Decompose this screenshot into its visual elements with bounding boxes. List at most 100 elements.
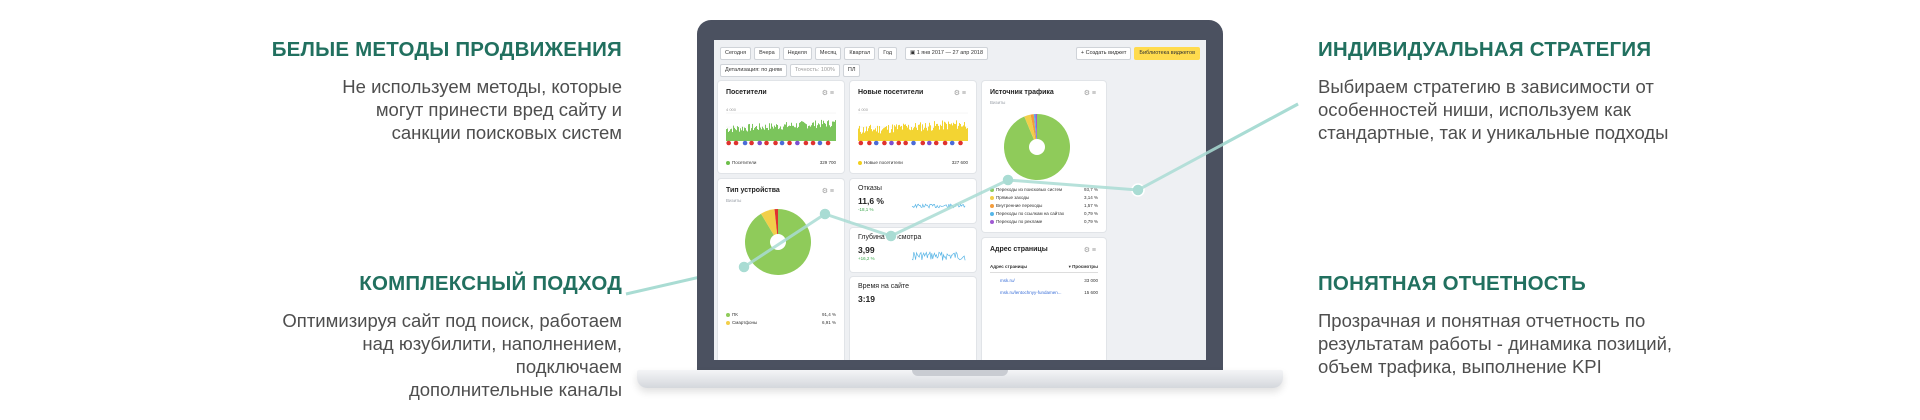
bar [749, 123, 750, 141]
table-row-url[interactable]: msk.ru/ [1000, 278, 1015, 283]
bar [887, 129, 888, 141]
date-range-picker[interactable]: ▣ 1 янв 2017 — 27 апр 2018 [904, 47, 989, 60]
bar [769, 123, 770, 141]
bar [762, 126, 763, 141]
widget-library-button[interactable]: Библиотека виджетов [1134, 47, 1200, 60]
settings-icon[interactable]: ⚙ ≡ [953, 90, 966, 97]
bar [756, 125, 757, 141]
bar [788, 126, 789, 141]
period-month[interactable]: Месяц [814, 47, 842, 60]
detail-select[interactable]: Детализация: по дням [720, 64, 787, 77]
new-visitors-widget[interactable]: Новые посетители ⚙ ≡ 4 000 Новые посетит… [850, 81, 976, 173]
calendar-icon: ▣ [909, 50, 917, 56]
settings-icon[interactable]: ⚙ ≡ [821, 90, 834, 97]
legend-label: ПК [732, 312, 738, 317]
segment-select[interactable]: ПЛ [842, 64, 861, 77]
bar [951, 123, 952, 141]
period-yesterday[interactable]: Вчера [754, 47, 780, 60]
bar [793, 125, 794, 141]
bar [893, 132, 894, 141]
bar [938, 125, 939, 141]
period-quarter[interactable]: Квартал [844, 47, 876, 60]
event-marker [803, 140, 809, 146]
bar [924, 127, 925, 141]
time-on-site-widget[interactable]: Время на сайте 3:19 [850, 277, 976, 360]
bar [928, 126, 929, 141]
bar [820, 127, 821, 141]
bar [779, 128, 780, 141]
event-marker [882, 140, 887, 146]
depth-widget[interactable]: Глубина просмотра 3,99 +16,2 % [850, 228, 976, 272]
traffic-source-widget[interactable]: Источник трафика Визиты ⚙ ≡ Переходы из … [982, 81, 1106, 232]
event-marker [933, 140, 939, 146]
widget-title: Посетители [726, 89, 767, 96]
bounce-widget[interactable]: Отказы 11,6 % -18,1 % [850, 179, 976, 223]
bar [750, 130, 751, 141]
bar [761, 129, 762, 141]
visitors-bars [726, 119, 836, 141]
bar [798, 126, 799, 141]
create-widget-button[interactable]: + Создать виджет [1075, 47, 1132, 60]
filters-toolbar: Детализация: по дням Точность: 100% ПЛ [720, 64, 861, 77]
bar [767, 127, 768, 141]
feature-title: БЕЛЫЕ МЕТОДЫ ПРОДВИЖЕНИЯ [271, 38, 622, 61]
new-visitors-total: 327 600 [951, 160, 968, 165]
bar [929, 122, 930, 141]
period-today[interactable]: Сегодня [720, 47, 752, 60]
legend-label: Прямые заходы [996, 195, 1030, 200]
bar [797, 128, 798, 141]
device-type-widget[interactable]: Тип устройства Визиты ⚙ ≡ ПК 91,4 % Смартф… [718, 179, 844, 360]
bar [933, 127, 934, 141]
legend-value: 3,14 % [1083, 195, 1098, 200]
visitors-widget[interactable]: Посетители ⚙ ≡ 4 000 Посетители 329 700 [718, 81, 844, 173]
event-marker [926, 140, 932, 146]
bar [959, 122, 960, 141]
settings-icon[interactable]: ⚙ ≡ [1083, 247, 1096, 254]
table-row-url[interactable]: msk.ru/lentochnyy-fundamen... [1000, 290, 1062, 295]
event-marker [873, 140, 879, 146]
period-year[interactable]: Год [878, 47, 897, 60]
bar [790, 125, 791, 141]
event-marker [903, 140, 908, 146]
bar [883, 128, 884, 141]
legend-value: 0,79 % [1083, 219, 1098, 224]
feature-complex-approach: КОМПЛЕКСНЫЙ ПОДХОД Оптимизируя сайт под … [252, 272, 622, 401]
bar [948, 121, 949, 141]
page-address-widget[interactable]: Адрес страницы ⚙ ≡ Адрес страницы ▾ Прос… [982, 238, 1106, 360]
accuracy-select[interactable]: Точность: 100% [789, 64, 840, 77]
feature-text: Выбираем стратегию в зависимости от особе… [1318, 76, 1669, 143]
bar [898, 125, 899, 141]
visitors-total: 329 700 [819, 160, 836, 165]
bar [937, 123, 938, 141]
bar [764, 129, 765, 141]
bar [911, 127, 912, 141]
bar [885, 126, 886, 141]
bar [727, 128, 728, 141]
bar [729, 130, 730, 141]
bar [946, 123, 947, 141]
bar [892, 124, 893, 141]
event-marker [958, 140, 963, 146]
column-header-url: Адрес страницы [990, 264, 1028, 269]
event-marker [817, 140, 823, 146]
settings-icon[interactable]: ⚙ ≡ [1083, 90, 1096, 97]
column-header-views: ▾ Просмотры [1068, 264, 1098, 269]
event-marker [896, 140, 902, 146]
feature-text: Не используем методы, которые могут прине… [342, 76, 622, 143]
bar [732, 132, 733, 141]
bar [916, 127, 917, 141]
bar [792, 125, 793, 141]
bar [914, 126, 915, 141]
traffic-pie [1004, 114, 1070, 180]
bar [751, 128, 752, 141]
event-marker [911, 140, 916, 146]
bar [771, 123, 772, 141]
bar [947, 129, 948, 141]
period-week[interactable]: Неделя [782, 47, 812, 60]
bar [866, 126, 867, 141]
bar [880, 133, 881, 141]
bar [789, 125, 790, 141]
bar [734, 127, 735, 141]
y-axis-label: 4 000 [858, 107, 869, 112]
event-marker [795, 140, 800, 146]
